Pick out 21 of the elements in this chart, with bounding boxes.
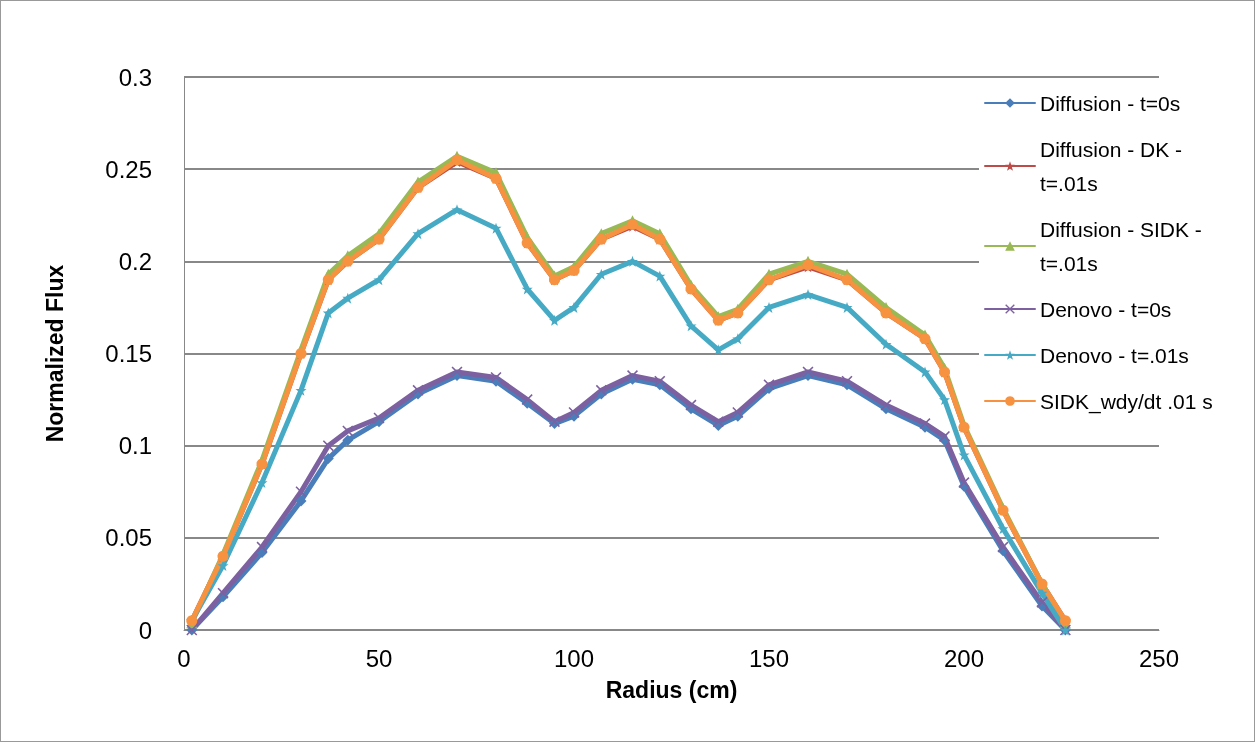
y-tick-label: 0.3	[118, 63, 152, 91]
legend-label: Diffusion - DK - t=.01s	[1040, 137, 1188, 195]
x-tick-label: 50	[365, 644, 393, 672]
y-tick-label: 0.1	[118, 432, 152, 460]
x-tick-label: 250	[1138, 644, 1180, 672]
y-tick-label: 0	[138, 616, 152, 644]
x-tick-label: 0	[177, 644, 191, 672]
legend-label: Diffusion - SIDK - t=.01s	[1040, 217, 1208, 275]
y-tick-label: 0.2	[118, 247, 152, 275]
x-tick-label: 100	[553, 644, 595, 672]
y-tick-label: 0.15	[105, 340, 152, 367]
x-tick-label: 200	[943, 644, 985, 672]
x-axis-title: Radius (cm)	[605, 676, 738, 703]
legend-label: Denovo - t=0s	[1040, 297, 1172, 321]
legend-label: Denovo - t=.01s	[1040, 343, 1189, 367]
y-tick-label: 0.25	[105, 155, 152, 183]
legend-label: SIDK_wdy/dt .01 s	[1040, 389, 1213, 414]
legend-label: Diffusion - t=0s	[1040, 91, 1181, 115]
y-tick-label: 0.05	[105, 524, 152, 552]
x-tick-label: 150	[748, 644, 790, 672]
y-axis-title: Normalized Flux	[41, 264, 68, 443]
